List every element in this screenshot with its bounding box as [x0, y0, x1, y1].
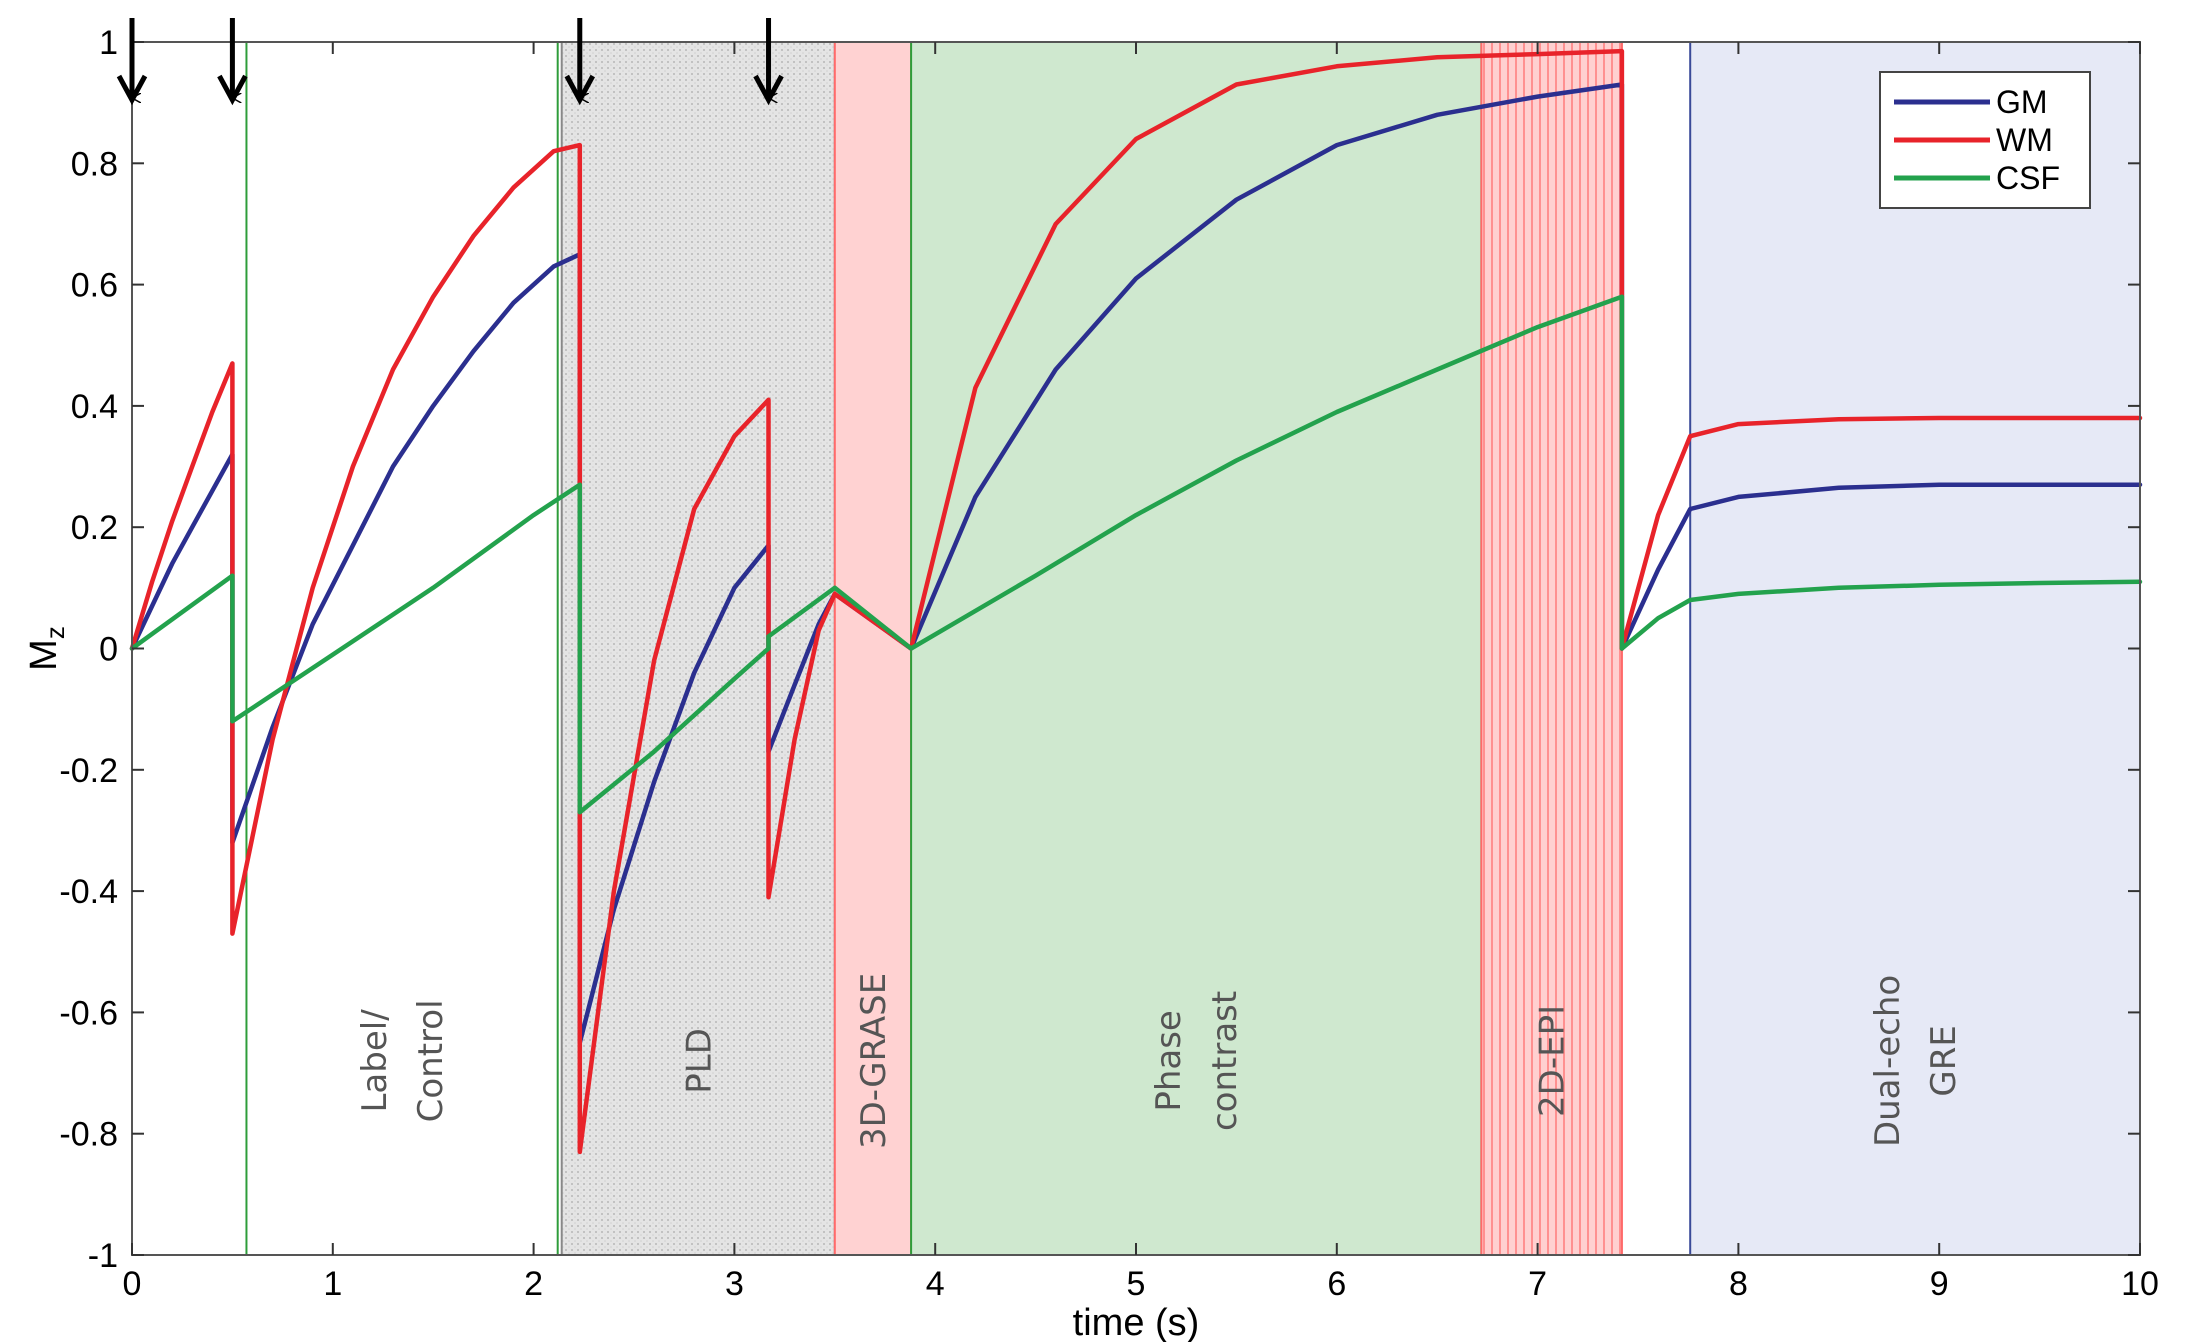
- pulse-arrow-head-1: [217, 74, 248, 106]
- region-5-label-line-1: GRE: [1924, 1025, 1964, 1096]
- region-0-label-line-1: Control: [411, 999, 451, 1122]
- region-0-area: [245, 41, 559, 1256]
- series-line-csf: [129, 294, 2143, 815]
- y-tick-label-1: 0.8: [71, 145, 118, 183]
- pulse-arrow-head-3: [753, 74, 784, 106]
- y-tick-label-2: 0.6: [71, 267, 118, 305]
- y-tick-label-5: 0: [99, 631, 118, 669]
- region-2-label-line-0: 3D-GRASE: [854, 973, 894, 1149]
- y-tick-label-7: -0.4: [59, 873, 118, 911]
- region-0-label: Label/Control: [355, 999, 451, 1122]
- region-5-label-line-0: Dual-echo: [1868, 975, 1908, 1147]
- region-5-label: Dual-echo GRE: [1868, 975, 1964, 1147]
- region-4-label: 2D-EPI: [1533, 1005, 1573, 1117]
- x-tick-label-0: 0: [123, 1265, 142, 1303]
- series-layer: [129, 48, 2143, 1155]
- region-1-label-line-0: PLD: [679, 1028, 719, 1094]
- x-tick-label-5: 5: [1127, 1265, 1146, 1303]
- region-2-label: 3D-GRASE: [854, 973, 894, 1149]
- pulse-arrow-head-2: [564, 74, 595, 106]
- x-tick-label-6: 6: [1327, 1265, 1346, 1303]
- y-axis-label: Mz: [23, 626, 70, 671]
- pulse-arrow-head-0: [116, 74, 148, 106]
- y-tick-label-6: -0.2: [59, 752, 118, 790]
- region-3-area: [910, 41, 1483, 1256]
- legend-label-gm: GM: [1996, 84, 2048, 120]
- y-tick-label-8: -0.6: [59, 994, 118, 1032]
- x-tick-label-10: 10: [2121, 1265, 2159, 1303]
- region-3-label: Phase contrast: [1149, 991, 1245, 1131]
- y-tick-label-4: 0.2: [71, 509, 118, 547]
- legend-label-csf: CSF: [1996, 160, 2060, 196]
- y-tick-label-10: -1: [88, 1237, 118, 1275]
- x-tick-label-9: 9: [1930, 1265, 1949, 1303]
- y-tick-label-3: 0.4: [71, 388, 118, 426]
- x-tick-label-8: 8: [1729, 1265, 1748, 1303]
- region-1-area: [560, 41, 836, 1256]
- x-axis-label: time (s): [1073, 1302, 1200, 1342]
- y-tick-label-0: 1: [99, 24, 118, 62]
- region-3-label-line-0: Phase: [1149, 1010, 1189, 1112]
- y-axis-label-subscript: z: [40, 626, 70, 639]
- pulse-arrows: [116, 18, 784, 106]
- x-tick-label-1: 1: [323, 1265, 342, 1303]
- region-0-label-line-0: Label/: [355, 1009, 395, 1113]
- region-5-area: [1689, 41, 2141, 1256]
- region-1-label: PLD: [679, 1028, 719, 1094]
- region-4-label-line-0: 2D-EPI: [1533, 1005, 1573, 1117]
- x-tick-label-2: 2: [524, 1265, 543, 1303]
- regions-layer: Label/Control PLD 3D-GRASE Phase contrast 2D-…: [245, 41, 2141, 1256]
- legend-label-wm: WM: [1996, 122, 2053, 158]
- region-3-label-line-1: contrast: [1205, 991, 1245, 1131]
- y-axis-label-text: Mz: [23, 626, 70, 671]
- x-tick-label-7: 7: [1528, 1265, 1547, 1303]
- y-tick-label-9: -0.8: [59, 1116, 118, 1154]
- x-tick-label-3: 3: [725, 1265, 744, 1303]
- x-tick-label-4: 4: [926, 1265, 945, 1303]
